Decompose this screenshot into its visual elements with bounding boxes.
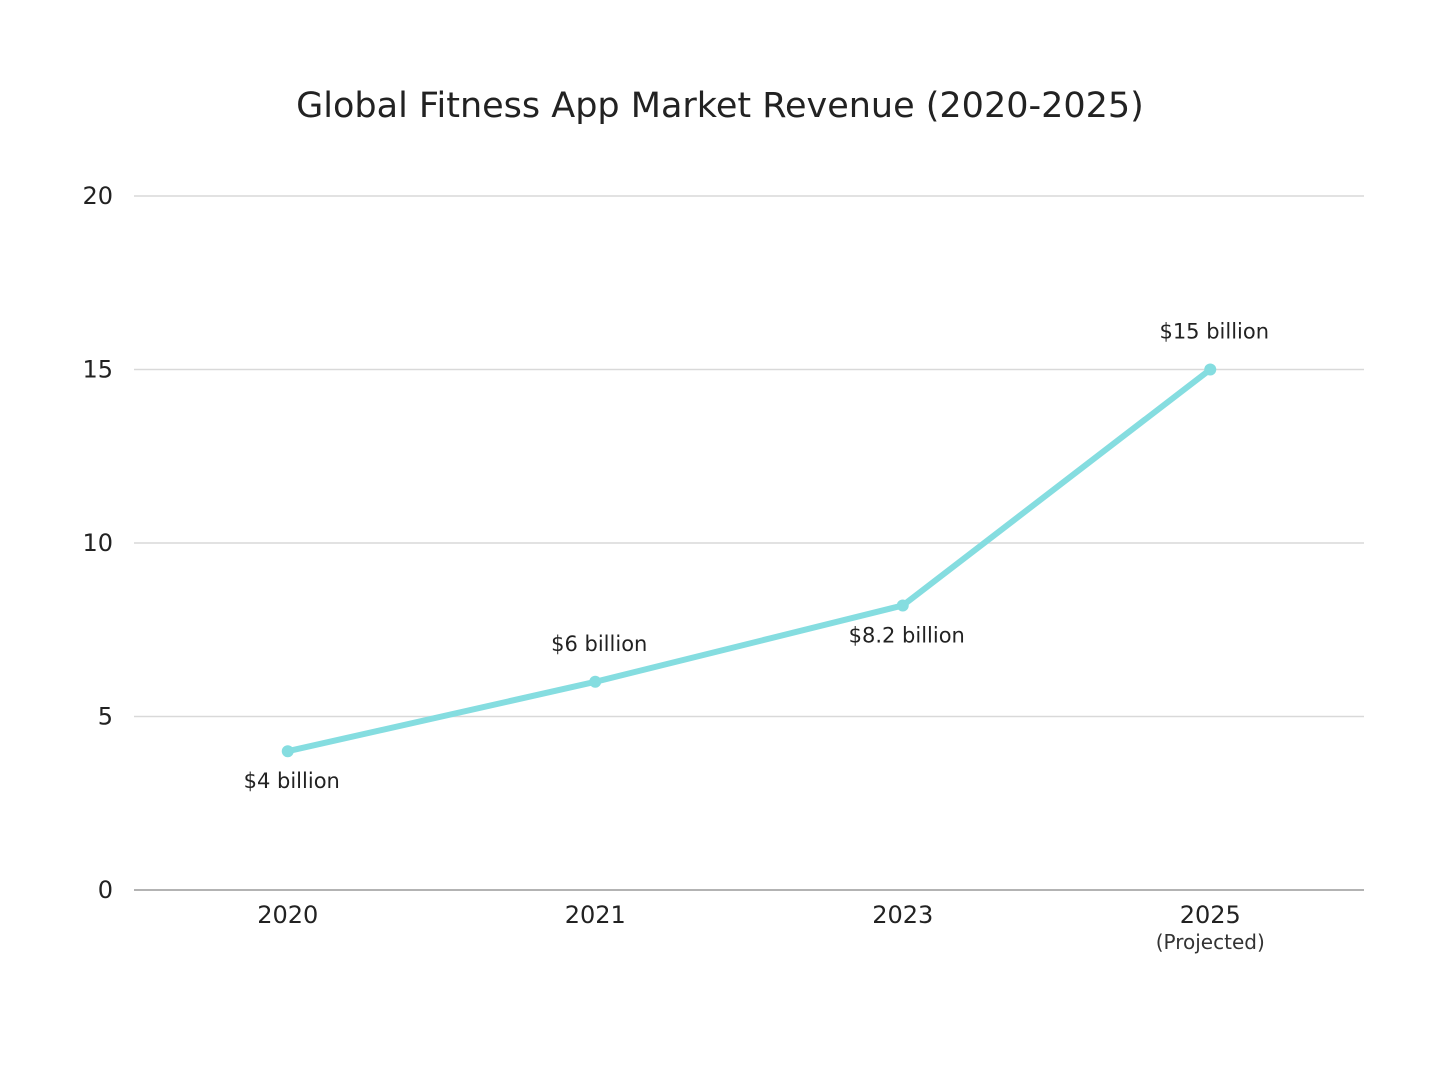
series-layer — [281, 363, 1217, 758]
grid — [134, 195, 1364, 891]
y-tick-label: 0 — [98, 876, 113, 904]
data-label: $15 billion — [1159, 320, 1269, 344]
data-point — [281, 745, 294, 758]
data-label: $8.2 billion — [849, 623, 965, 647]
y-tick-label: 15 — [82, 356, 113, 384]
data-label: $4 billion — [244, 769, 340, 793]
x-tick-label: 2023 — [872, 901, 933, 929]
series-line — [284, 366, 1214, 755]
data-labels: $4 billion $6 billion $8.2 billion $15 bill… — [244, 320, 1269, 794]
y-tick-label: 10 — [82, 529, 113, 557]
x-tick-sublabel: (Projected) — [1156, 930, 1265, 954]
data-point — [896, 599, 909, 612]
y-axis: 0 5 10 15 20 — [82, 182, 113, 904]
x-tick-label: 2021 — [565, 901, 626, 929]
chart-title: Global Fitness App Market Revenue (2020-… — [296, 86, 1144, 126]
x-tick-label: 2025 — [1180, 901, 1241, 929]
x-tick-label: 2020 — [257, 901, 318, 929]
y-tick-label: 5 — [98, 703, 113, 731]
data-point — [589, 675, 602, 688]
data-label: $6 billion — [551, 632, 647, 656]
x-axis: 2020 2021 2023 2025(Projected) — [257, 901, 1265, 954]
y-tick-label: 20 — [82, 182, 113, 210]
data-point — [1204, 363, 1217, 376]
